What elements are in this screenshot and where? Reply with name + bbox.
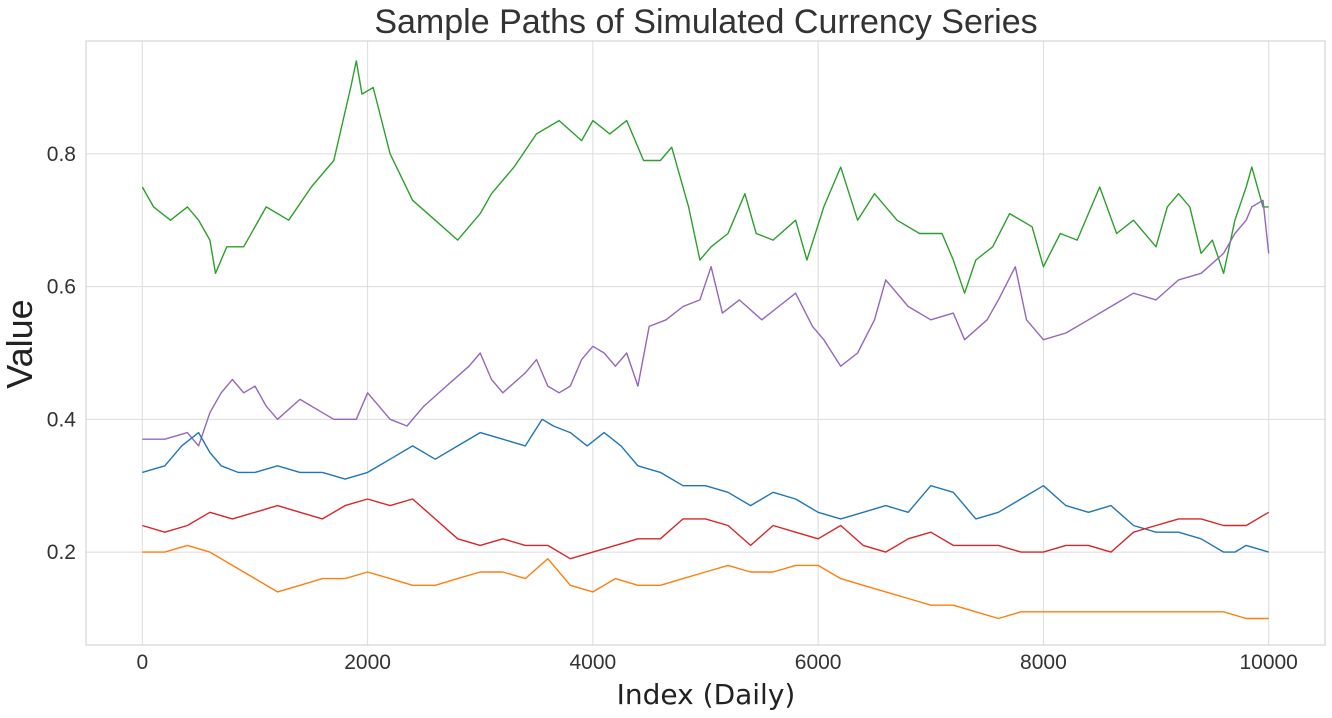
x-tick-label: 10000 [1239, 651, 1297, 674]
chart-title: Sample Paths of Simulated Currency Serie… [374, 3, 1037, 41]
series-line-1 [141, 60, 1269, 294]
x-axis-label: Index (Daily) [617, 678, 796, 711]
plot-frame [85, 40, 1326, 646]
series-line-5 [142, 544, 1269, 620]
x-tick-label: 2000 [344, 651, 391, 674]
x-tick-label: 6000 [795, 651, 842, 674]
series-line-3 [142, 418, 1269, 553]
x-tick-label: 4000 [570, 651, 617, 674]
y-tick-label: 0.4 [47, 408, 77, 431]
y-axis-label: Value [0, 299, 40, 388]
x-tick-labels: 0 2000 4000 6000 8000 10000 [136, 651, 1297, 674]
y-tick-label: 0.2 [47, 541, 76, 564]
gridlines [86, 41, 1325, 645]
y-tick-label: 0.6 [47, 276, 76, 299]
series-line-2 [142, 199, 1270, 447]
y-tick-label: 0.8 [47, 143, 76, 166]
series-line-4 [142, 498, 1270, 560]
y-tick-labels: 0.2 0.4 0.6 0.8 [47, 143, 77, 564]
x-tick-label: 0 [136, 651, 148, 674]
x-tick-label: 8000 [1020, 651, 1067, 674]
series-lines [141, 60, 1270, 620]
